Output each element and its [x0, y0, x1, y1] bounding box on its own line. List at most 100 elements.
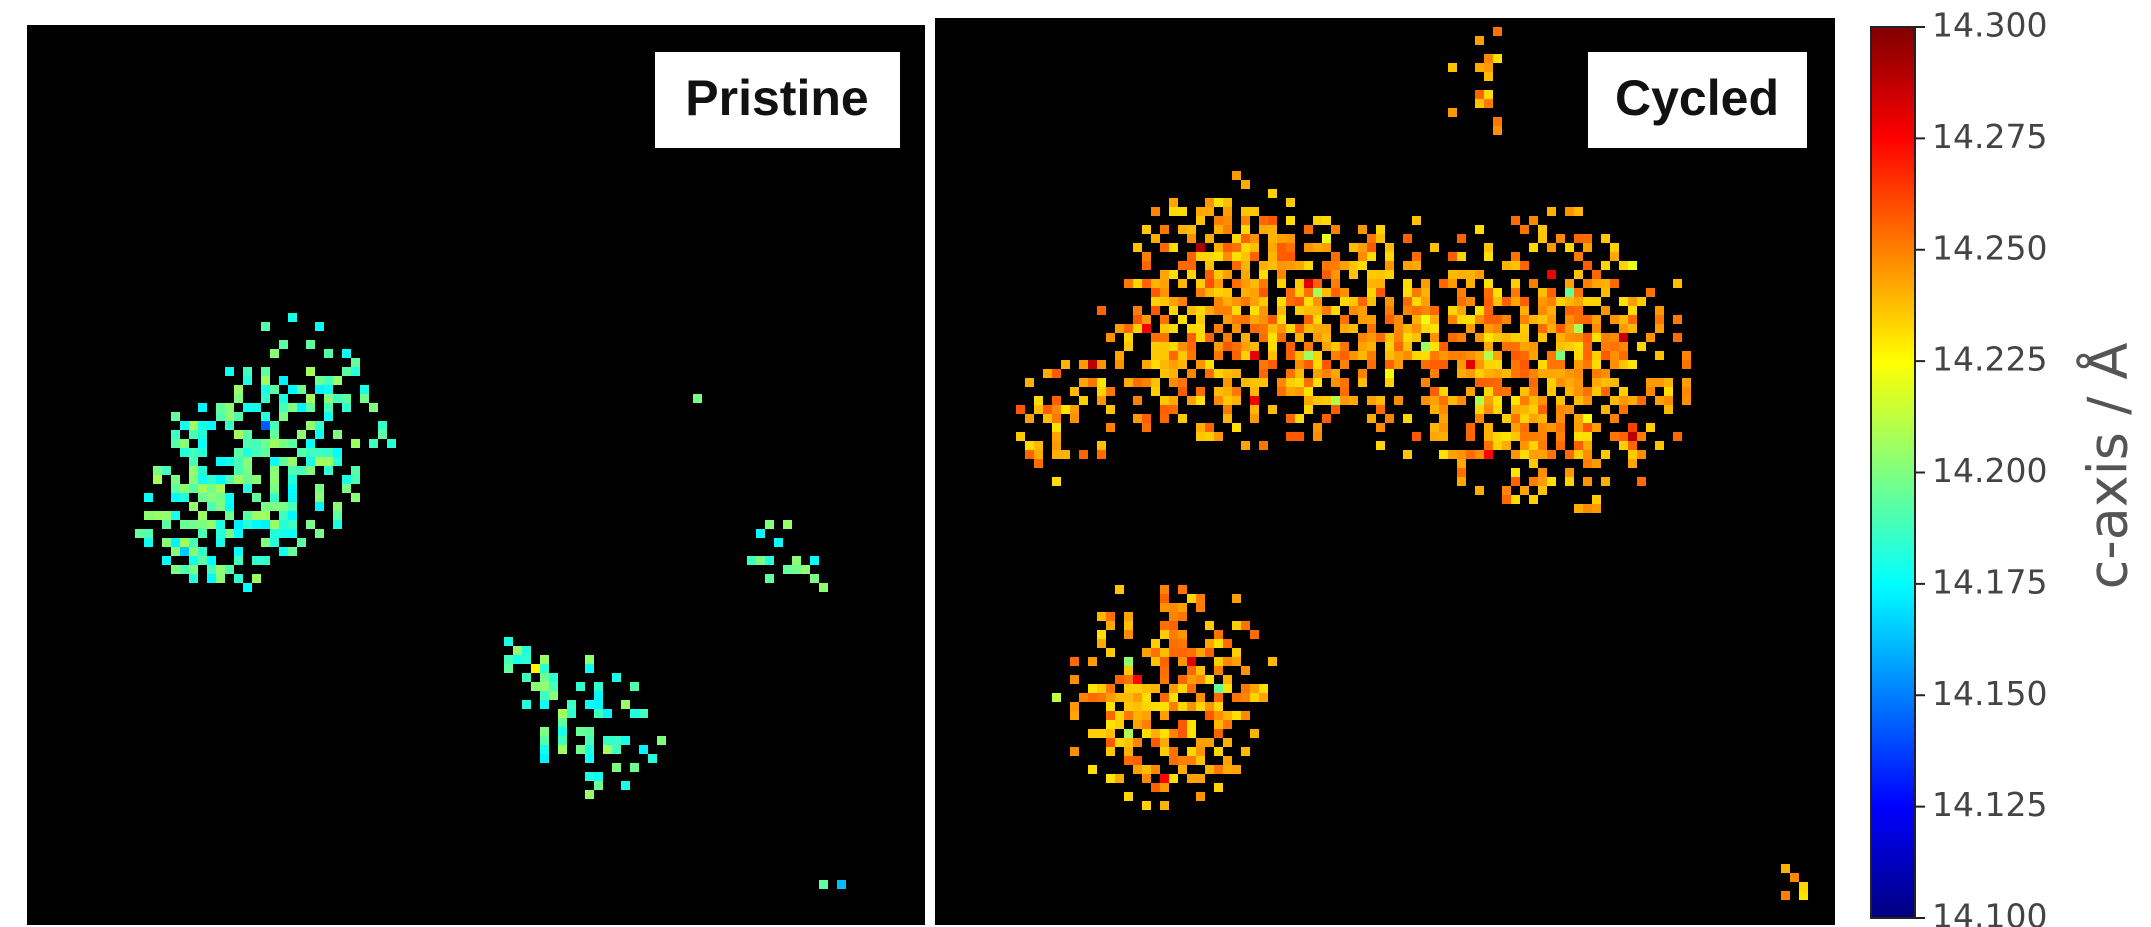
pixel [1781, 891, 1790, 900]
pixel [1592, 270, 1601, 279]
pixel [1376, 441, 1385, 450]
pixel [1466, 360, 1475, 369]
pixel [603, 709, 612, 718]
pixel [1187, 774, 1196, 783]
pixel [1295, 333, 1304, 342]
pixel [1304, 243, 1313, 252]
pixel [1187, 720, 1196, 729]
pixel [1493, 54, 1502, 63]
pixel [1232, 306, 1241, 315]
pixel [1547, 477, 1556, 486]
pixel [1232, 396, 1241, 405]
pixel [333, 502, 342, 511]
pixel [1214, 243, 1223, 252]
pixel [1160, 702, 1169, 711]
pixel [648, 754, 657, 763]
pixel [585, 664, 594, 673]
pixel [1574, 288, 1583, 297]
pixel [243, 403, 252, 412]
pixel [1295, 369, 1304, 378]
colorbar-ticks: 14.10014.12514.15014.17514.20014.22514.2… [1915, 6, 2047, 927]
pixel [1259, 306, 1268, 315]
panel-label: Cycled [1615, 70, 1779, 126]
pixel [1493, 396, 1502, 405]
pixel [1124, 279, 1133, 288]
pixel [1052, 693, 1061, 702]
pixel [288, 529, 297, 538]
pixel [1088, 360, 1097, 369]
pixel [1790, 873, 1799, 882]
pixel [1160, 711, 1169, 720]
pixel [1331, 369, 1340, 378]
pixel [1628, 360, 1637, 369]
pixel [1196, 423, 1205, 432]
pixel [1664, 387, 1673, 396]
pixel [1205, 765, 1214, 774]
pixel [189, 448, 198, 457]
pixel [1160, 630, 1169, 639]
pixel [1169, 684, 1178, 693]
pixel [1646, 387, 1655, 396]
pixel [1169, 207, 1178, 216]
pixel [243, 448, 252, 457]
pixel [1484, 360, 1493, 369]
pixel [1322, 243, 1331, 252]
pixel [1133, 306, 1142, 315]
pixel [1304, 360, 1313, 369]
pixel [189, 556, 198, 565]
figure: Pristine Cycled 14.10014.12514.15014.175… [0, 0, 2151, 927]
pixel [1196, 279, 1205, 288]
pixel [1493, 126, 1502, 135]
pixel [1250, 324, 1259, 333]
pixel [1322, 261, 1331, 270]
pixel [1484, 324, 1493, 333]
pixel [1151, 648, 1160, 657]
pixel [1619, 333, 1628, 342]
pixel [1340, 360, 1349, 369]
pixel [198, 520, 207, 529]
pixel [1610, 315, 1619, 324]
pixel [1592, 297, 1601, 306]
pixel [1394, 342, 1403, 351]
pixel [1250, 306, 1259, 315]
pixel [1142, 414, 1151, 423]
pixel [1493, 297, 1502, 306]
pixel [1493, 324, 1502, 333]
pixel [1547, 351, 1556, 360]
pixel [1205, 306, 1214, 315]
pixel [306, 367, 315, 376]
pixel [1601, 351, 1610, 360]
pixel [1493, 117, 1502, 126]
pixel [1124, 630, 1133, 639]
pixel [189, 475, 198, 484]
pixel [1331, 396, 1340, 405]
pixel [1682, 396, 1691, 405]
pixel [1241, 216, 1250, 225]
pixel [342, 394, 351, 403]
pixel [1214, 657, 1223, 666]
pixel [1430, 306, 1439, 315]
pixel [1151, 639, 1160, 648]
pixel [1547, 207, 1556, 216]
pixel [1034, 441, 1043, 450]
pixel [810, 556, 819, 565]
pixel [1601, 369, 1610, 378]
pixel [1277, 306, 1286, 315]
pixel [1241, 315, 1250, 324]
pixel [1079, 378, 1088, 387]
pixel [144, 538, 153, 547]
pixel [1493, 387, 1502, 396]
pixel [243, 376, 252, 385]
pixel [1232, 243, 1241, 252]
pixel [1106, 333, 1115, 342]
pixel [1511, 288, 1520, 297]
pixel [1286, 261, 1295, 270]
pixel [783, 565, 792, 574]
pixel [1538, 288, 1547, 297]
pixel [1493, 288, 1502, 297]
pixel [1151, 702, 1160, 711]
pixel [270, 385, 279, 394]
pixel [225, 565, 234, 574]
pixel [1565, 279, 1574, 288]
pixel [1214, 324, 1223, 333]
